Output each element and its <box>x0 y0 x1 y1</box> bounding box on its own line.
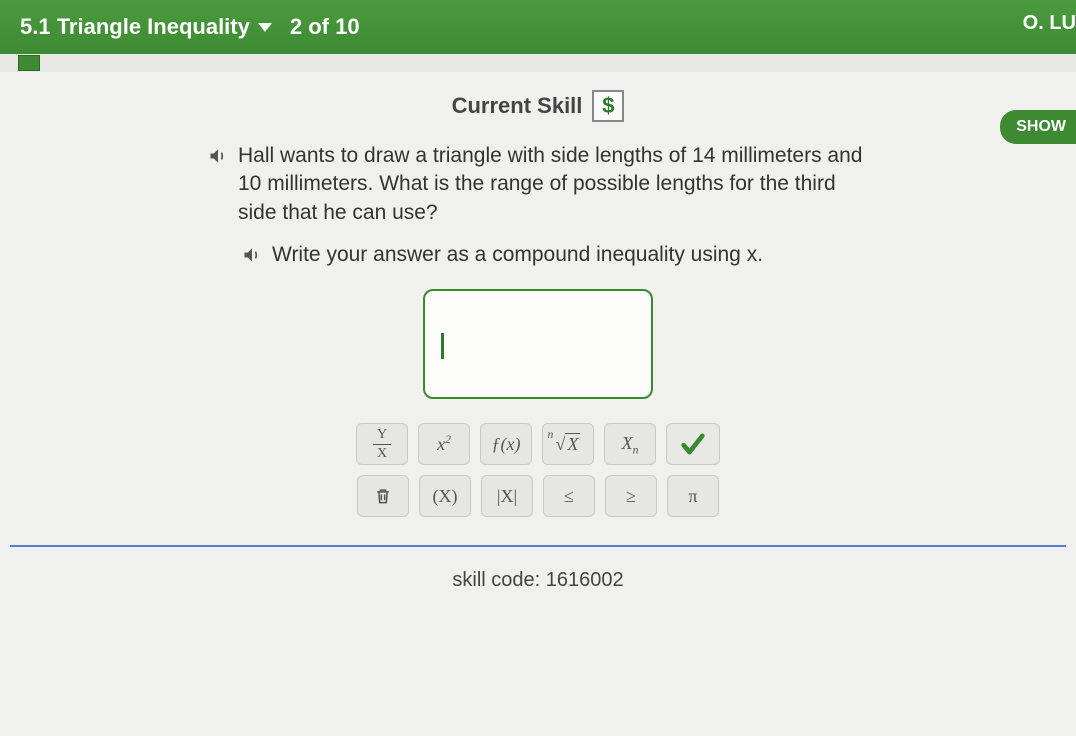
fraction-button[interactable]: Y X <box>356 423 408 465</box>
divider-line <box>10 545 1066 547</box>
skill-code: skill code: 1616002 <box>0 569 1076 592</box>
absolute-value-button[interactable]: |X| <box>481 475 533 517</box>
user-name: O. LU <box>1023 12 1076 35</box>
speaker-icon[interactable] <box>242 245 262 265</box>
fraction-bottom: X <box>377 447 387 461</box>
pi-button[interactable]: π <box>667 475 719 517</box>
answer-input[interactable] <box>423 289 653 399</box>
fraction-top: Y <box>377 428 387 442</box>
trash-button[interactable] <box>357 475 409 517</box>
math-toolbar: Y X x2 ƒ(x) n √X Xn <box>40 423 1036 517</box>
header-bar: 5.1 Triangle Inequality 2 of 10 O. LU <box>0 0 1076 54</box>
nthroot-button[interactable]: n √X <box>542 423 594 465</box>
current-skill-label: Current Skill <box>452 93 583 119</box>
greater-equal-button[interactable]: ≥ <box>605 475 657 517</box>
parentheses-button[interactable]: (X) <box>419 475 471 517</box>
chevron-down-icon <box>258 23 272 32</box>
question-text: Hall wants to draw a triangle with side … <box>238 142 868 227</box>
less-equal-button[interactable]: ≤ <box>543 475 595 517</box>
progress-bar <box>0 54 1076 72</box>
check-icon <box>679 430 707 458</box>
exponent-button[interactable]: x2 <box>418 423 470 465</box>
lesson-title-dropdown[interactable]: 5.1 Triangle Inequality <box>20 14 272 40</box>
subscript-button[interactable]: Xn <box>604 423 656 465</box>
trash-icon <box>373 486 393 506</box>
lesson-title: 5.1 Triangle Inequality <box>20 14 250 40</box>
function-button[interactable]: ƒ(x) <box>480 423 532 465</box>
content-area: Current Skill $ Hall wants to draw a tri… <box>0 72 1076 517</box>
show-button[interactable]: SHOW <box>1000 110 1076 144</box>
progress-marker <box>18 55 40 71</box>
submit-button[interactable] <box>666 423 720 465</box>
question-block: Hall wants to draw a triangle with side … <box>208 142 868 269</box>
speaker-icon[interactable] <box>208 146 228 166</box>
instruction-text: Write your answer as a compound inequali… <box>272 241 763 269</box>
progress-indicator: 2 of 10 <box>290 14 360 40</box>
text-cursor <box>441 333 444 359</box>
current-skill-header: Current Skill $ <box>40 90 1036 122</box>
money-badge[interactable]: $ <box>592 90 624 122</box>
